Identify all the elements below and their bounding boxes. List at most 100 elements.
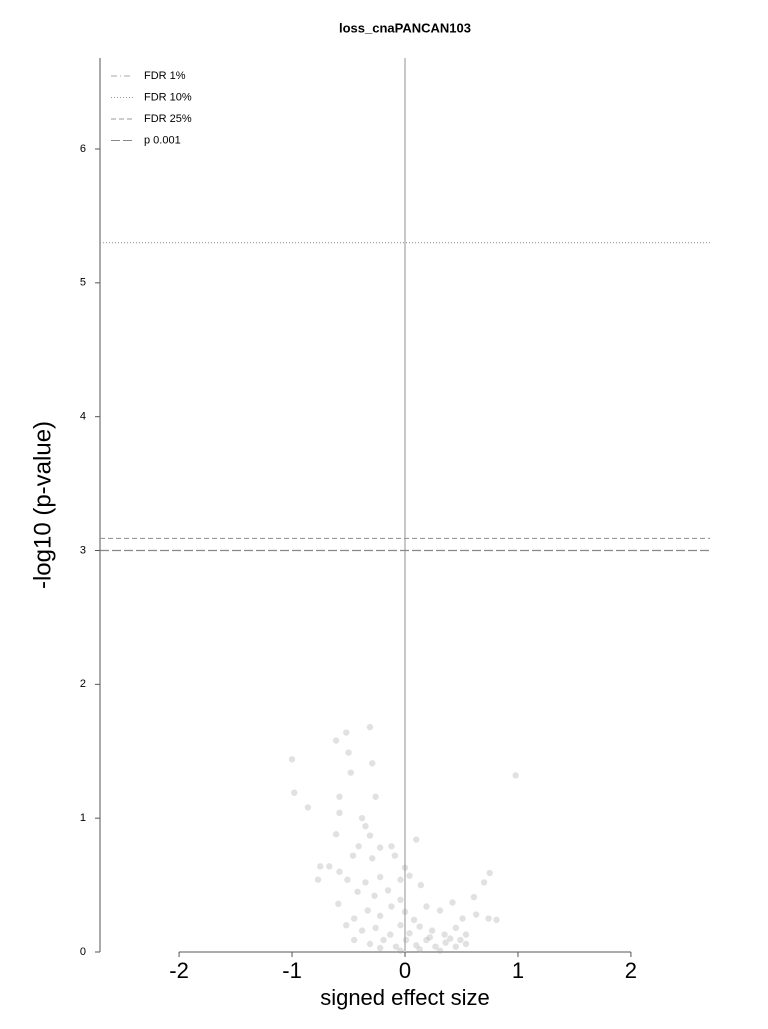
- chart-title: loss_cnaPANCAN103: [339, 20, 471, 35]
- point: [388, 903, 395, 910]
- point: [397, 947, 404, 954]
- legend-label: p 0.001: [144, 134, 181, 146]
- point: [493, 916, 500, 924]
- point: [457, 936, 464, 944]
- point: [416, 923, 423, 930]
- y-tick-label: 6: [80, 143, 86, 155]
- point: [423, 936, 430, 944]
- x-axis-label: signed effect size: [320, 985, 490, 1010]
- point: [362, 822, 369, 830]
- point: [441, 931, 448, 938]
- point: [470, 893, 478, 901]
- point: [432, 943, 439, 950]
- point: [480, 879, 488, 886]
- point: [449, 899, 456, 906]
- point: [380, 936, 387, 944]
- point: [358, 814, 366, 822]
- point: [512, 772, 519, 779]
- point: [462, 931, 470, 938]
- point: [344, 876, 351, 883]
- y-tick-label: 0: [80, 946, 86, 958]
- x-tick-label: 2: [625, 958, 637, 983]
- y-tick-label: 4: [80, 411, 86, 423]
- point: [372, 924, 379, 932]
- point: [336, 793, 343, 800]
- x-tick-label: -2: [169, 958, 189, 983]
- point: [417, 881, 425, 889]
- point: [397, 922, 404, 929]
- point: [349, 852, 357, 859]
- point: [436, 947, 444, 954]
- x-tick-label: -1: [282, 958, 302, 983]
- point: [371, 892, 378, 899]
- point: [413, 942, 420, 949]
- point: [326, 863, 333, 870]
- point: [387, 931, 394, 938]
- point: [336, 868, 343, 875]
- point: [426, 934, 434, 941]
- x-tick-label: 1: [512, 958, 524, 983]
- point: [397, 876, 404, 883]
- point: [406, 930, 413, 937]
- point: [350, 936, 358, 944]
- point: [452, 924, 460, 932]
- point: [366, 940, 374, 948]
- point: [452, 943, 460, 950]
- point: [462, 940, 470, 948]
- point: [402, 936, 410, 944]
- point: [376, 944, 384, 952]
- point: [428, 927, 436, 934]
- point: [401, 908, 409, 916]
- point: [472, 911, 480, 918]
- point: [362, 879, 369, 886]
- point: [391, 852, 399, 859]
- legend-label: FDR 25%: [144, 113, 192, 125]
- point: [304, 804, 312, 811]
- point: [376, 844, 384, 851]
- point: [317, 863, 324, 870]
- point: [347, 769, 354, 776]
- point: [376, 873, 384, 881]
- point: [436, 907, 444, 914]
- point: [343, 922, 350, 929]
- point: [410, 916, 418, 924]
- point: [366, 723, 374, 731]
- point: [485, 915, 492, 922]
- point: [406, 872, 413, 879]
- point: [364, 907, 371, 914]
- x-tick-label: 0: [399, 958, 411, 983]
- point: [332, 831, 340, 838]
- point: [366, 832, 374, 839]
- point: [397, 896, 404, 904]
- point: [350, 915, 358, 922]
- point: [336, 809, 343, 817]
- point: [384, 887, 392, 894]
- point: [355, 843, 362, 850]
- point: [369, 760, 376, 767]
- point: [291, 789, 298, 796]
- point: [401, 864, 409, 871]
- point: [413, 836, 420, 843]
- y-axis-label: -log10 (p-value): [29, 421, 56, 589]
- point: [288, 756, 296, 763]
- point: [354, 888, 361, 895]
- y-tick-label: 2: [80, 678, 86, 690]
- point: [442, 939, 449, 946]
- legend-label: FDR 10%: [144, 91, 192, 103]
- legend-label: FDR 1%: [144, 70, 186, 82]
- point: [446, 935, 454, 942]
- point: [388, 843, 395, 850]
- point: [343, 729, 350, 736]
- point: [314, 876, 322, 883]
- point: [416, 946, 423, 953]
- point: [358, 927, 366, 934]
- point: [369, 855, 376, 862]
- y-tick-label: 3: [80, 544, 86, 556]
- point: [376, 912, 384, 920]
- point: [459, 915, 466, 922]
- point: [372, 793, 379, 800]
- point: [335, 900, 342, 908]
- point: [392, 943, 400, 950]
- point: [345, 749, 352, 756]
